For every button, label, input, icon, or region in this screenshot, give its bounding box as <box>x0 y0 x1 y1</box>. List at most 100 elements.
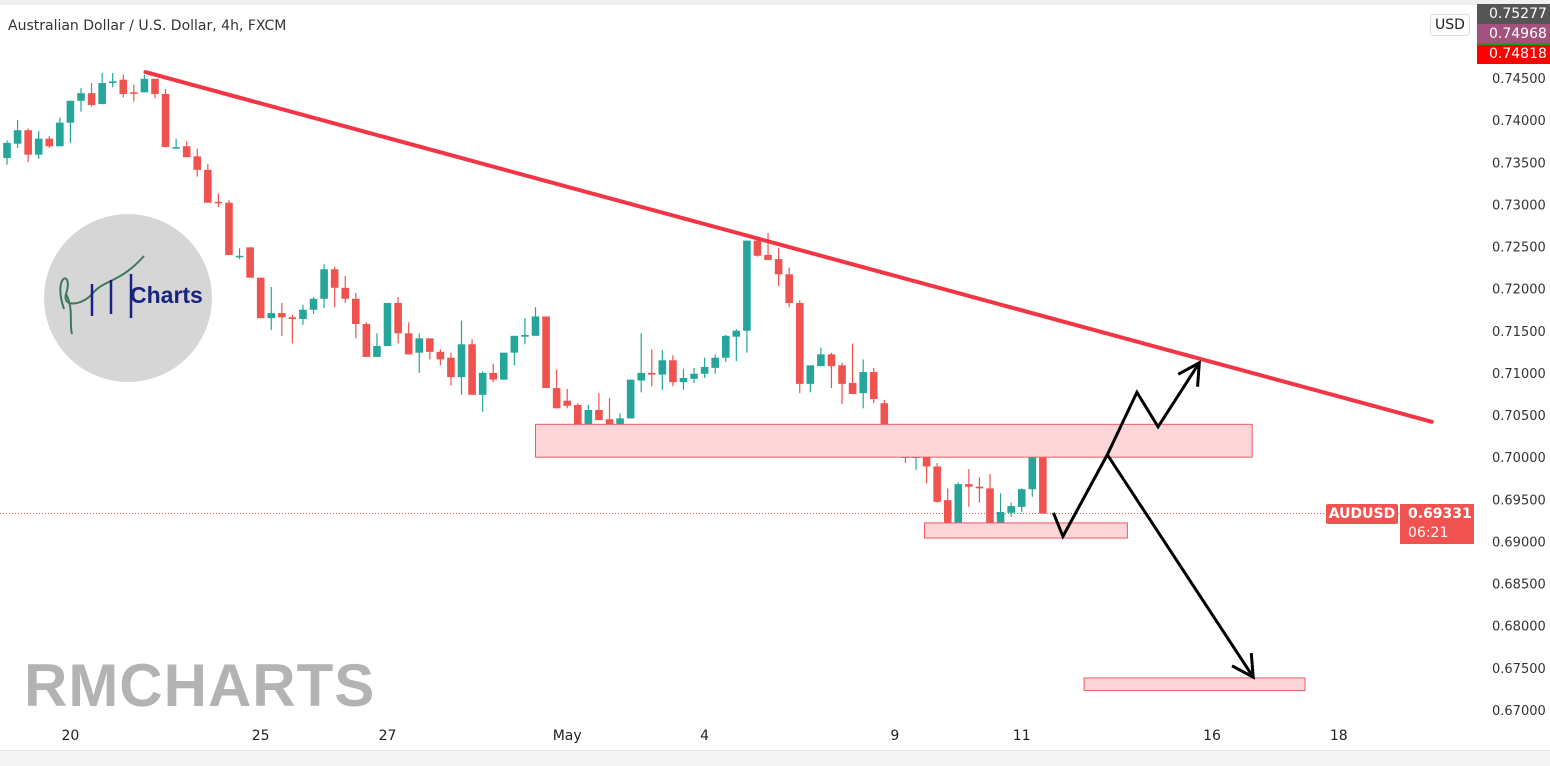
candle-body <box>626 379 635 419</box>
price-tick-label: 0.73000 <box>1492 198 1546 213</box>
candle-body <box>975 486 984 489</box>
candle-body <box>584 409 593 426</box>
candle-body <box>77 93 85 101</box>
price-tick-label: 0.69500 <box>1492 493 1546 508</box>
candle-body <box>817 354 825 367</box>
candle <box>658 350 667 390</box>
price-tick-label: 0.67500 <box>1492 662 1546 677</box>
currency-button[interactable]: USD <box>1430 14 1470 36</box>
candle-body <box>24 130 32 155</box>
candle-body <box>753 240 762 256</box>
candle-body <box>647 372 656 375</box>
candle <box>595 393 603 421</box>
candle-body <box>700 367 709 374</box>
candle-body <box>394 302 402 334</box>
candle-body <box>98 83 106 105</box>
candle <box>341 276 350 303</box>
candle-body <box>130 92 138 94</box>
candle-body <box>1028 453 1037 490</box>
candle <box>795 300 804 394</box>
candle-body <box>140 78 149 93</box>
candle-body <box>87 93 96 105</box>
time-tick-label: 16 <box>1203 728 1221 744</box>
candle <box>13 120 22 148</box>
candle <box>309 297 318 314</box>
candle <box>637 333 645 393</box>
time-tick-label: 18 <box>1330 728 1348 744</box>
candles-layer <box>0 72 1475 533</box>
price-tick-label: 0.69000 <box>1492 535 1546 550</box>
rm-charts-logo: Charts <box>44 214 212 382</box>
candle <box>764 233 772 261</box>
watermark-text: RMCHARTS <box>24 652 376 719</box>
candle-body <box>426 338 434 352</box>
price-tick-label: 0.71500 <box>1492 325 1546 340</box>
candle-body <box>468 344 476 395</box>
candle-body <box>965 484 973 487</box>
candle <box>457 320 466 395</box>
candle <box>986 474 994 528</box>
candlestick-chart[interactable]: 0.74500 0.74000 0.73500 0.73000 0.72500 0.720… <box>0 0 1550 750</box>
candle-body <box>764 254 772 261</box>
price-label: 0.75277 <box>1477 4 1550 24</box>
candle <box>256 277 265 319</box>
candle-body <box>299 309 307 319</box>
candle-body <box>869 372 878 400</box>
candle-body <box>552 388 561 409</box>
candle <box>711 354 719 374</box>
candle-body <box>774 259 783 275</box>
candle-body <box>478 372 487 395</box>
candle-body <box>309 298 318 310</box>
candle <box>542 316 550 389</box>
candle-body <box>743 240 751 331</box>
candle-body <box>383 302 392 346</box>
candle <box>330 266 339 308</box>
candle <box>204 163 212 203</box>
price-tick-label: 0.72500 <box>1492 241 1546 256</box>
candle-body <box>320 269 328 299</box>
candle <box>679 368 688 390</box>
candle-body <box>1017 489 1026 507</box>
price-label: 0.74818 <box>1477 44 1550 64</box>
price-tick-label: 0.73500 <box>1492 156 1546 171</box>
support-resistance-zone <box>535 423 1253 458</box>
candle-body <box>119 79 128 95</box>
price-tick-label: 0.72000 <box>1492 283 1546 298</box>
candle-body <box>256 277 265 319</box>
price-label: 0.74968 <box>1477 24 1550 44</box>
candle <box>1007 502 1015 517</box>
candle-body <box>679 377 688 383</box>
candle <box>235 248 244 260</box>
candle <box>98 72 106 105</box>
candle-body <box>933 466 941 502</box>
candle-body <box>732 330 741 337</box>
current-price-symbol-tag: AUDUSD <box>1326 504 1398 524</box>
candle <box>848 343 857 394</box>
candle-body <box>531 316 540 336</box>
candle-body <box>267 313 276 319</box>
current-price: 0.69331 <box>1408 506 1472 522</box>
candle-body <box>616 418 624 425</box>
candle <box>299 304 307 325</box>
candle-body <box>510 335 519 353</box>
price-axis: 0.74500 0.74000 0.73500 0.73000 0.72500 0.720… <box>1492 72 1546 719</box>
candle-body <box>13 130 22 144</box>
candle <box>172 138 180 149</box>
candle-body <box>785 274 793 303</box>
candle-body <box>373 345 381 357</box>
candle <box>965 468 973 507</box>
candle <box>869 367 878 404</box>
arrow-head-icon <box>1177 360 1201 387</box>
candle-body <box>489 372 498 380</box>
candle <box>278 302 286 336</box>
candle <box>447 352 455 386</box>
candle-body <box>246 247 254 278</box>
top-border <box>0 0 1550 5</box>
candle <box>478 371 487 412</box>
candle <box>943 488 952 528</box>
candle-body <box>235 255 244 258</box>
candle <box>404 322 413 355</box>
time-tick-label: 27 <box>379 728 397 744</box>
candle-body <box>457 344 466 378</box>
candle <box>563 388 572 409</box>
